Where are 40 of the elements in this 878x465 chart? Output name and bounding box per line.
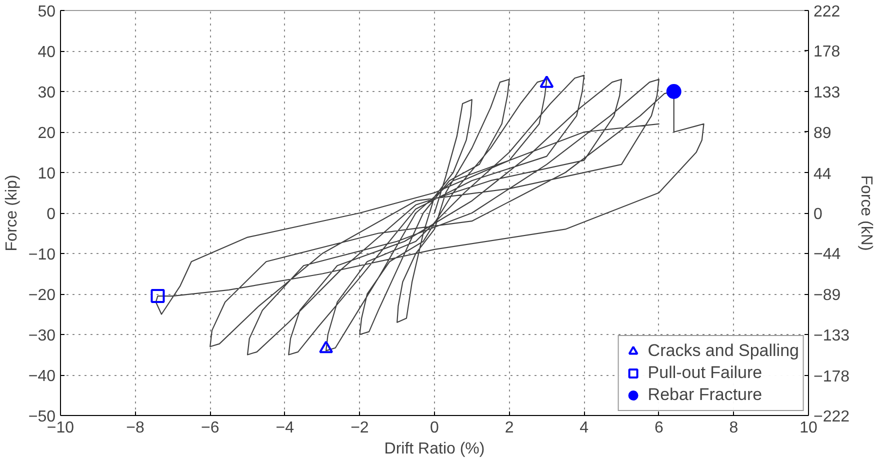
y2-tick-label: 222 [814,4,840,20]
y2-tick-label: −133 [814,327,850,344]
y2-tick-label: 133 [814,84,840,102]
x-tick-label: 8 [729,420,738,436]
legend-label: Pull-out Failure [648,362,762,384]
x-tick-label: 2 [504,420,514,436]
point [319,340,334,354]
point [666,84,682,99]
x-tick-label: 6 [654,420,664,436]
legend-label: Rebar Fracture [648,384,762,406]
y-tick-label: 40 [38,44,56,61]
x-tick-label: 0 [430,420,440,436]
y-tick-label: −50 [28,408,56,426]
y2-axis-title: Force (kN) [858,175,875,251]
legend-label: Cracks and Spalling [648,340,799,362]
y-tick-label: 50 [38,4,56,20]
y-tick-label: −10 [28,246,56,264]
y-tick-label: −20 [28,287,56,304]
y2-tick-label: 0 [814,206,822,223]
x-axis-title: Drift Ratio (%) [384,440,485,458]
x-tick-label: −4 [276,420,294,436]
x-tick-label: −2 [350,420,369,436]
y-tick-label: −30 [28,328,56,344]
y2-tick-label: 44 [814,166,832,183]
x-tick-label: 4 [580,420,589,436]
y-tick-label: 30 [38,84,56,102]
x-tick-label: −6 [200,420,220,436]
y2-tick-label: 178 [814,44,840,61]
y-axis-title: Force (kip) [3,174,20,252]
y2-tick-label: 89 [814,124,832,142]
y2-tick-label: −89 [814,287,841,304]
point [150,289,165,304]
y-tick-label: 0 [46,206,56,223]
x-tick-label: −8 [126,420,145,436]
y2-tick-label: −178 [814,368,850,386]
x-tick-label: 10 [800,420,818,436]
y-tick-label: 20 [38,125,56,142]
y-tick-label: 10 [38,166,56,182]
y-tick-label: −40 [28,368,56,385]
y2-tick-label: −44 [814,246,841,264]
